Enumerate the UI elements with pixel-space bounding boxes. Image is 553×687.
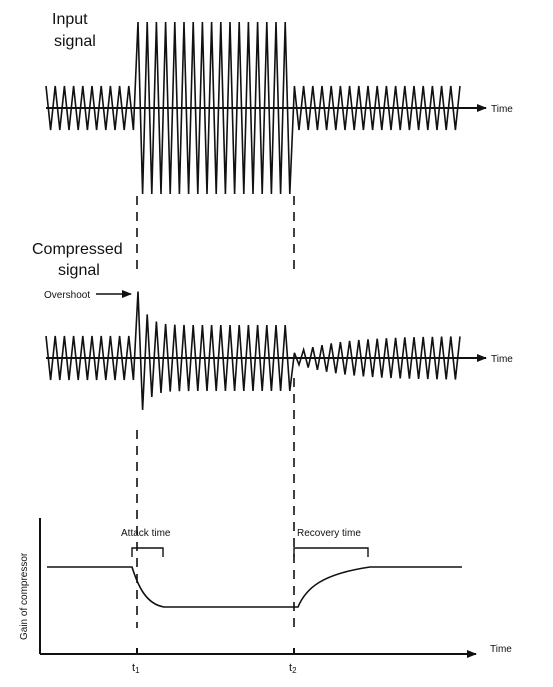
compressed-time-axis-label: Time xyxy=(491,354,513,365)
t1-label: t1 xyxy=(132,662,140,675)
compressed-signal-label-line2: signal xyxy=(58,262,100,279)
recovery-time-bracket xyxy=(293,547,369,557)
gain-time-axis-label: Time xyxy=(490,644,512,655)
recovery-time-label: Recovery time xyxy=(297,528,361,539)
attack-time-bracket xyxy=(131,547,164,557)
input-signal-label-line2: signal xyxy=(54,33,96,50)
gain-y-axis-label: Gain of compressor xyxy=(19,552,30,640)
gain-curve xyxy=(47,566,462,608)
overshoot-label: Overshoot xyxy=(44,290,90,301)
attack-time-label: Attack time xyxy=(121,528,171,539)
t2-label: t2 xyxy=(289,662,297,675)
compressed-signal-waveform xyxy=(45,291,461,410)
input-signal-label-line1: Input xyxy=(52,11,88,28)
input-time-axis-label: Time xyxy=(491,104,513,115)
input-signal-waveform xyxy=(45,21,461,195)
compressed-signal-label-line1: Compressed xyxy=(32,241,123,258)
